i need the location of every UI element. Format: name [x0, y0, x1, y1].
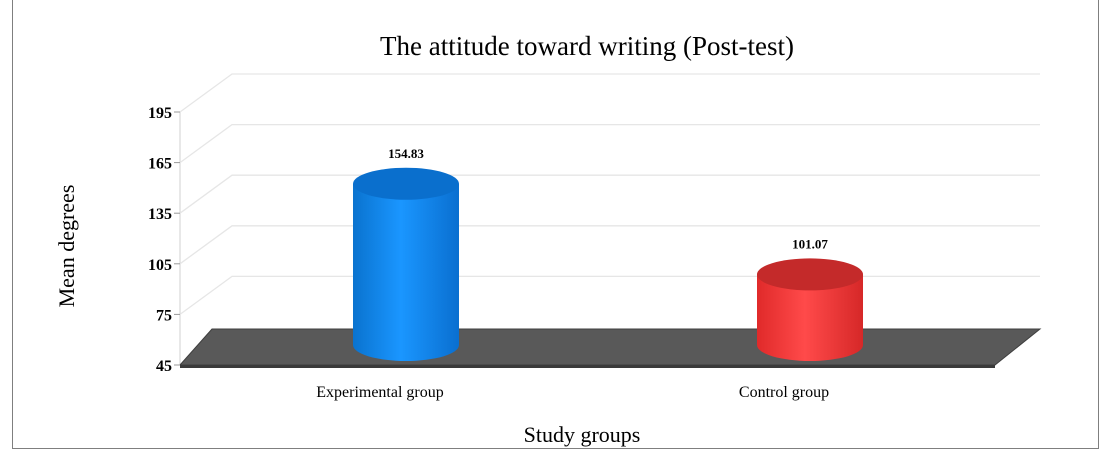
- y-tick-label: 135: [148, 206, 172, 223]
- chart-frame: [12, 0, 1099, 449]
- bar-experimental: [353, 167, 459, 361]
- gridlines: [179, 73, 1040, 315]
- gridline: [179, 73, 1040, 113]
- y-tick-label: 105: [148, 257, 172, 274]
- chart-floor: [178, 328, 1042, 368]
- bar-top: [757, 258, 863, 291]
- x-axis-categories: Experimental group Control group: [316, 384, 829, 401]
- y-tick-label: 75: [156, 307, 172, 324]
- bar-body: [757, 274, 863, 361]
- data-label: 101.07: [792, 236, 828, 251]
- x-category-label: Experimental group: [316, 384, 444, 401]
- y-axis-ticks: 45 75 105 135 165 195: [148, 105, 180, 375]
- gridline: [179, 123, 1040, 164]
- bar-body: [353, 183, 459, 361]
- floor-top: [178, 328, 1042, 366]
- gridline: [179, 275, 1040, 315]
- gridline: [179, 225, 1040, 265]
- floor-edge: [180, 365, 995, 368]
- y-tick-label: 195: [148, 105, 172, 122]
- bars: [353, 167, 863, 361]
- y-tick-label: 165: [148, 156, 172, 173]
- bar-control: [757, 258, 863, 361]
- y-tick-label: 45: [156, 358, 172, 375]
- data-label: 154.83: [388, 146, 424, 161]
- data-labels: 154.83 101.07: [388, 146, 828, 252]
- bar-top: [353, 167, 459, 200]
- x-axis-title: Study groups: [524, 422, 641, 447]
- y-axis-title: Mean degrees: [54, 185, 79, 308]
- chart-title: The attitude toward writing (Post-test): [380, 31, 794, 61]
- x-category-label: Control group: [739, 384, 829, 401]
- gridline: [179, 174, 1040, 214]
